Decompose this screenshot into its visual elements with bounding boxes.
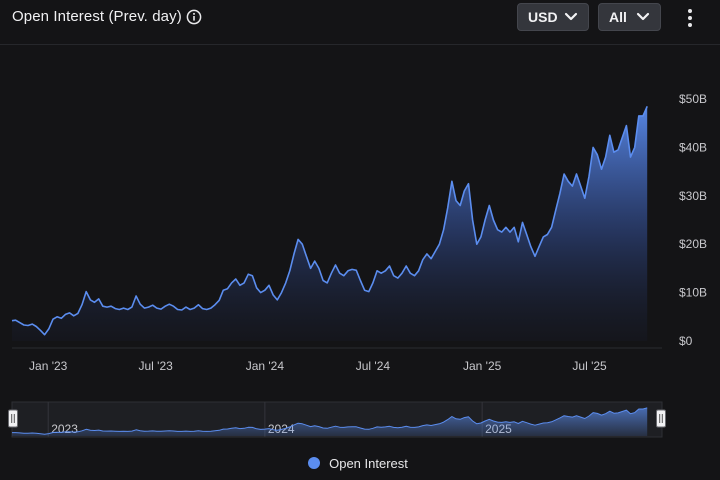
chart-title: Open Interest (Prev. day) [12, 8, 182, 25]
open-interest-area [12, 106, 648, 341]
navigator-handle-body[interactable] [8, 409, 18, 428]
y-tick-label: $50B [679, 92, 707, 106]
x-tick-label: Jan '23 [29, 359, 68, 373]
navigator-right-handle[interactable] [656, 409, 666, 428]
kebab-menu-icon[interactable] [680, 6, 700, 28]
navigator-handle-body[interactable] [656, 409, 666, 428]
chart-header: Open Interest (Prev. day) USD All [0, 0, 720, 45]
y-tick-label: $30B [679, 189, 707, 203]
open-interest-series-line[interactable] [11, 105, 648, 336]
currency-dropdown[interactable]: USD [517, 3, 589, 31]
navigator-series-line [12, 407, 648, 435]
kebab-dot [688, 16, 692, 20]
currency-dropdown-value: USD [528, 9, 558, 25]
x-tick-label: Jul '24 [356, 359, 391, 373]
chevron-down-icon [564, 12, 578, 21]
navigator-left-handle[interactable] [8, 409, 18, 428]
range-dropdown-value: All [609, 9, 627, 25]
kebab-dot [688, 9, 692, 13]
navigator-area [12, 407, 648, 436]
x-tick-label: Jul '25 [572, 359, 607, 373]
y-tick-label: $40B [679, 140, 707, 154]
y-tick-label: $10B [679, 286, 707, 300]
x-tick-label: Jan '25 [463, 359, 502, 373]
chevron-down-icon [636, 12, 650, 21]
x-tick-label: Jan '24 [246, 359, 285, 373]
legend-marker [308, 457, 321, 469]
x-tick-label: Jul '23 [138, 359, 173, 373]
kebab-dot [688, 23, 692, 27]
legend-label: Open Interest [329, 455, 408, 471]
range-dropdown[interactable]: All [598, 3, 661, 31]
y-tick-label: $20B [679, 237, 707, 251]
chart-legend[interactable]: Open Interest [0, 453, 720, 473]
y-tick-label: $0 [679, 334, 693, 348]
info-icon[interactable] [186, 9, 202, 25]
open-interest-chart[interactable]: $0 $10B $20B $30B $40B $50B Jan '23 Jul '23 Jan… [0, 0, 720, 440]
